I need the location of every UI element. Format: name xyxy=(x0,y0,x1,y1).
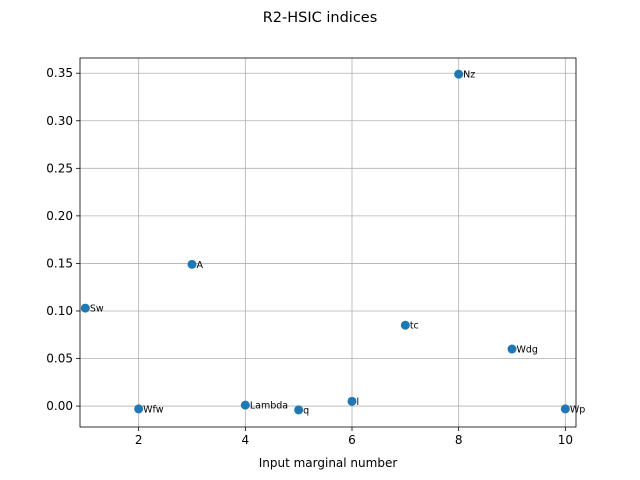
point-label: tc xyxy=(410,321,419,332)
y-tick-label: 0.25 xyxy=(46,161,73,175)
data-point xyxy=(507,344,517,354)
data-point xyxy=(347,396,357,406)
x-tick-label: 2 xyxy=(135,433,143,447)
data-point xyxy=(134,404,144,414)
data-point xyxy=(454,69,464,79)
data-point xyxy=(187,259,197,269)
point-label: q xyxy=(303,405,309,416)
y-tick-label: 0.35 xyxy=(46,66,73,80)
grid-lines xyxy=(80,58,576,427)
point-label: Wfw xyxy=(143,404,164,415)
y-tick-label: 0.20 xyxy=(46,209,73,223)
y-tick-label: 0.00 xyxy=(46,399,73,413)
data-points: Sw Wfw A Lambda q l tc Nz Wdg Wp xyxy=(80,69,585,416)
point-label: l xyxy=(357,397,360,408)
data-point xyxy=(80,303,90,313)
x-tick-label: 10 xyxy=(558,433,573,447)
point-label: Nz xyxy=(463,70,475,81)
point-label: Lambda xyxy=(250,401,288,412)
point-label: Wdg xyxy=(517,345,538,356)
data-point xyxy=(240,400,250,410)
x-tick-label: 8 xyxy=(455,433,463,447)
data-point xyxy=(560,404,570,414)
y-tick-label: 0.15 xyxy=(46,256,73,270)
axis-ticks: 2 4 6 8 10 0.00 0.05 0.10 0.15 0.20 0.25 0.30 0.35 xyxy=(46,66,573,447)
x-axis-label: Input marginal number xyxy=(259,456,398,470)
x-tick-label: 6 xyxy=(348,433,356,447)
plot-area-frame xyxy=(79,57,577,428)
y-tick-label: 0.05 xyxy=(46,352,73,366)
y-tick-label: 0.30 xyxy=(46,114,73,128)
y-tick-label: 0.10 xyxy=(46,304,73,318)
x-tick-label: 4 xyxy=(242,433,250,447)
chart-title: R2-HSIC indices xyxy=(263,10,378,26)
point-label: Wp xyxy=(570,404,585,415)
data-point xyxy=(294,405,304,415)
point-label: Sw xyxy=(90,304,104,315)
point-label: A xyxy=(197,260,204,271)
data-point xyxy=(400,320,410,330)
